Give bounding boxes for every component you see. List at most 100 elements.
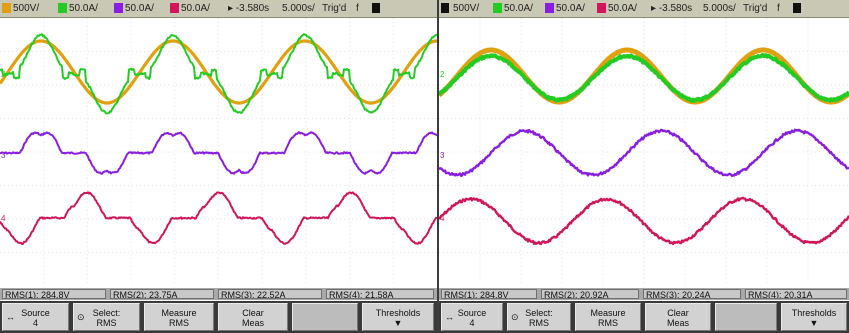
status-bar: 500V/ 50.0A/ 50.0A/ 50.0A/ ▸ -3.580s 5.0…	[439, 0, 849, 18]
ch1-chip-icon	[2, 3, 11, 14]
softkey-select-rms[interactable]: ⊙ Select: RMS	[73, 303, 140, 331]
softkey-value: Meas	[241, 318, 264, 328]
trigger-status: Trig'd	[743, 3, 768, 14]
delay-value: -3.580s	[235, 3, 270, 14]
measurement-rms4: RMS(4): 20.31A	[745, 289, 847, 299]
ch3-scale: 50.0A/	[556, 3, 585, 14]
softkey-bar: ↔ Source 4 ⊙ Select: RMS Measure RMS Clear Mea…	[0, 301, 437, 333]
ch4-indicator[interactable]: 50.0A/	[597, 3, 637, 14]
measurement-bar: RMS(1): 284.8V RMS(2): 23.75A RMS(3): 22…	[0, 288, 437, 300]
delay-readout: ▸ -3.580s	[651, 3, 693, 14]
ch2-indicator[interactable]: 50.0A/	[58, 3, 98, 14]
trigger-source-icon	[441, 3, 451, 14]
source-arrows-icon: ↔	[6, 312, 15, 322]
softkey-select-rms[interactable]: ⊙ Select: RMS	[507, 303, 571, 331]
trigger-slope: f	[777, 3, 780, 14]
softkey-blank[interactable]	[292, 303, 358, 331]
ch3-ground-marker[interactable]: 3	[440, 151, 445, 160]
ch1-scale: 500V/	[453, 3, 480, 14]
softkey-value: Meas	[666, 318, 689, 328]
ch3-indicator[interactable]: 50.0A/	[545, 3, 585, 14]
softkey-thresholds[interactable]: Thresholds ▼	[362, 303, 434, 331]
softkey-label: Measure	[590, 308, 626, 318]
softkey-label: Select:	[92, 308, 121, 318]
ch3-chip-icon	[114, 3, 123, 14]
softkey-measure-rms[interactable]: Measure RMS	[144, 303, 214, 331]
scope-panel-right: 500V/ 50.0A/ 50.0A/ 50.0A/ ▸ -3.580s 5.0…	[437, 0, 849, 333]
waveform-display: 2 3 4	[439, 18, 849, 286]
measurement-bar: RMS(1): 284.8V RMS(2): 20.92A RMS(3): 20…	[439, 288, 849, 300]
measurement-rms3: RMS(3): 22.52A	[218, 289, 322, 299]
softkey-label: Clear	[242, 308, 264, 318]
softkey-value: RMS	[598, 318, 618, 328]
ch3-scale: 50.0A/	[125, 3, 154, 14]
ch4-ground-marker[interactable]: 4	[440, 214, 445, 223]
ch3-current-trace	[0, 131, 437, 175]
softkey-label: Measure	[161, 308, 197, 318]
trigger-status: Trig'd	[322, 3, 347, 14]
ch4-current-trace	[439, 196, 849, 246]
trigger-source-icon	[372, 3, 382, 14]
thresholds-down-arrow-icon: ▼	[809, 318, 819, 328]
entry-knob-icon: ⊙	[77, 312, 85, 322]
timebase-readout: 5.000s/	[703, 3, 736, 14]
ch1-scale: 500V/	[13, 3, 40, 14]
ch3-current-trace	[439, 128, 849, 178]
ch4-indicator[interactable]: 50.0A/	[170, 3, 210, 14]
ch4-ground-marker[interactable]: 4	[1, 214, 6, 223]
ch3-ground-marker[interactable]: 3	[1, 151, 6, 160]
softkey-thresholds[interactable]: Thresholds ▼	[781, 303, 847, 331]
waveform-svg	[0, 18, 437, 286]
ch2-chip-icon	[58, 3, 67, 14]
timebase-readout: 5.000s/	[282, 3, 315, 14]
ch2-ground-marker[interactable]: 2	[440, 70, 445, 79]
waveform-svg	[439, 18, 849, 286]
ch1-indicator[interactable]: 500V/	[453, 3, 479, 14]
source-arrows-icon: ↔	[445, 312, 454, 322]
ch2-current-trace	[439, 53, 849, 103]
delay-value: -3.580s	[658, 3, 693, 14]
measurement-rms1: RMS(1): 284.8V	[441, 289, 537, 299]
softkey-bar: ↔ Source 4 ⊙ Select: RMS Measure RMS Clear Mea…	[439, 301, 849, 333]
softkey-measure-rms[interactable]: Measure RMS	[575, 303, 641, 331]
ch1-indicator[interactable]: 500V/	[2, 3, 39, 14]
ch4-current-trace	[0, 191, 437, 245]
ch2-scale: 50.0A/	[504, 3, 533, 14]
softkey-value: RMS	[96, 318, 117, 328]
softkey-value: 4	[469, 318, 475, 328]
entry-knob-icon: ⊙	[511, 312, 519, 322]
ch4-scale: 50.0A/	[181, 3, 210, 14]
softkey-label: Source	[457, 308, 487, 318]
measurement-rms4: RMS(4): 21.58A	[326, 289, 434, 299]
softkey-value: 4	[32, 318, 38, 328]
ch3-indicator[interactable]: 50.0A/	[114, 3, 154, 14]
measurement-rms3: RMS(3): 20.24A	[643, 289, 741, 299]
ch2-current-trace	[0, 33, 437, 115]
ch2-indicator[interactable]: 50.0A/	[493, 3, 533, 14]
measurement-rms2: RMS(2): 23.75A	[110, 289, 214, 299]
thresholds-down-arrow-icon: ▼	[393, 318, 403, 328]
ch1-voltage-trace	[0, 39, 437, 105]
softkey-source[interactable]: ↔ Source 4	[441, 303, 503, 331]
ch4-chip-icon	[170, 3, 179, 14]
softkey-label: Thresholds	[375, 308, 421, 318]
softkey-blank[interactable]	[715, 303, 777, 331]
ch1-voltage-trace	[439, 47, 849, 105]
ch2-chip-icon	[493, 3, 502, 14]
graticule	[439, 18, 849, 286]
status-bar: 500V/ 50.0A/ 50.0A/ 50.0A/ ▸ -3.580s 5.0…	[0, 0, 437, 18]
ch3-chip-icon	[545, 3, 554, 14]
waveform-display: 2 3 4	[0, 18, 437, 286]
softkey-label: Thresholds	[791, 308, 837, 318]
measurement-rms2: RMS(2): 20.92A	[541, 289, 639, 299]
softkey-value: RMS	[529, 318, 549, 328]
softkey-clear-meas[interactable]: Clear Meas	[645, 303, 711, 331]
softkey-source[interactable]: ↔ Source 4	[2, 303, 69, 331]
softkey-label: Clear	[667, 308, 689, 318]
softkey-clear-meas[interactable]: Clear Meas	[218, 303, 288, 331]
softkey-label: Select:	[525, 308, 553, 318]
trigger-source-icon-2	[793, 3, 803, 14]
ch2-ground-marker[interactable]: 2	[1, 70, 6, 79]
ch4-chip-icon	[597, 3, 606, 14]
trigger-slope: f	[356, 3, 359, 14]
